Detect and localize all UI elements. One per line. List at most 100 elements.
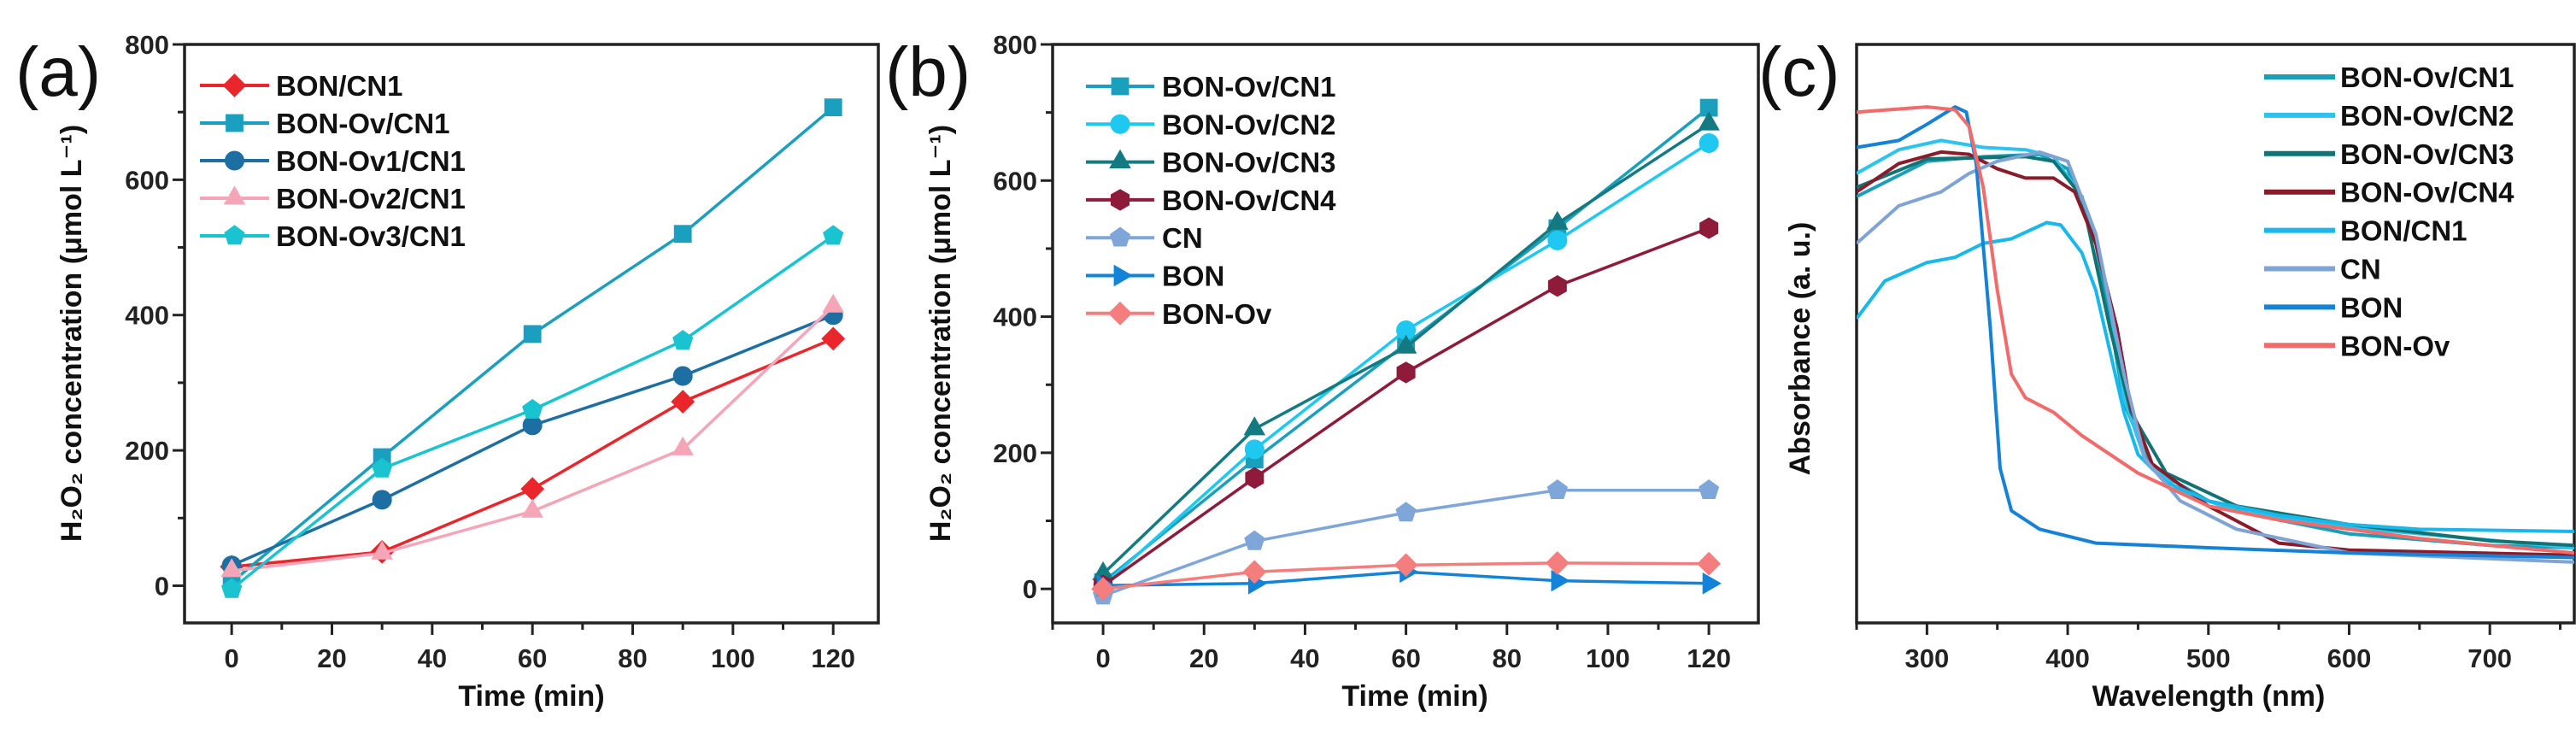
y-axis-title: H₂O₂ concentration (μmol L⁻¹) bbox=[924, 125, 957, 542]
data-point bbox=[1245, 467, 1265, 490]
y-axis-title: Absorbance (a. u.) bbox=[1784, 222, 1816, 476]
data-point bbox=[1243, 416, 1266, 436]
legend-marker bbox=[225, 150, 244, 171]
x-tick-label: 40 bbox=[418, 643, 447, 673]
legend-marker bbox=[222, 73, 247, 97]
legend-item: BON bbox=[2264, 291, 2403, 323]
data-point bbox=[672, 366, 693, 386]
data-point bbox=[673, 225, 692, 244]
legend-item: BON bbox=[1086, 261, 1224, 292]
x-tick-label: 20 bbox=[317, 643, 346, 673]
y-axis-title: H₂O₂ concentration (μmol L⁻¹) bbox=[56, 125, 88, 542]
plot-area bbox=[1857, 105, 2574, 564]
series-cn bbox=[1857, 150, 2574, 564]
data-point bbox=[1699, 132, 1719, 153]
legend-label: BON-Ov/CN1 bbox=[1162, 71, 1336, 103]
series-line bbox=[1857, 150, 2574, 564]
series-bon-cn1 bbox=[220, 326, 846, 579]
data-point bbox=[1699, 217, 1719, 239]
data-point bbox=[824, 98, 842, 117]
x-tick-label: 60 bbox=[1391, 643, 1420, 673]
series-line bbox=[231, 314, 834, 567]
data-point bbox=[372, 457, 393, 478]
legend-marker bbox=[224, 225, 245, 245]
series-line bbox=[1857, 150, 2574, 557]
x-tick-label: 0 bbox=[225, 643, 239, 673]
legend-item: BON/CN1 bbox=[2264, 215, 2467, 247]
series-bon-ov bbox=[1091, 550, 1722, 602]
legend-item: BON-Ov bbox=[1086, 298, 1272, 330]
y-tick-label: 200 bbox=[125, 436, 169, 466]
y-tick-label: 600 bbox=[125, 165, 169, 195]
data-point bbox=[1242, 560, 1267, 584]
y-tick-label: 400 bbox=[993, 302, 1037, 332]
legend-label: BON/CN1 bbox=[276, 70, 403, 102]
data-point bbox=[672, 436, 694, 455]
data-point bbox=[522, 415, 543, 436]
legend-label: BON-Ov/CN2 bbox=[1162, 109, 1336, 140]
legend-marker bbox=[1111, 77, 1130, 96]
legend-marker bbox=[226, 114, 244, 132]
x-tick-label: 0 bbox=[1095, 643, 1110, 673]
series-line bbox=[1857, 105, 2574, 560]
x-tick-label: 40 bbox=[1290, 643, 1319, 673]
legend-item: BON/CN1 bbox=[200, 70, 403, 102]
legend-label: BON-Ov/CN3 bbox=[1162, 147, 1336, 179]
data-point bbox=[1394, 553, 1418, 578]
data-point bbox=[821, 326, 846, 351]
series-bon-ov-cn3 bbox=[1092, 111, 1720, 580]
x-tick-label: 80 bbox=[618, 643, 647, 673]
legend-label: BON-Ov bbox=[2340, 330, 2450, 361]
data-point bbox=[372, 490, 392, 510]
panel-a: 0 20 40 60 80 100 120 0 200 400 600 800 Time (min) H₂… bbox=[15, 30, 880, 713]
series-bon-cn1 bbox=[1857, 220, 2574, 534]
legend-label: BON-Ov2/CN1 bbox=[276, 183, 466, 214]
series-bon-ov-cn1 bbox=[1857, 152, 2574, 549]
series-line bbox=[1857, 105, 2574, 555]
legend-item: BON-Ov/CN3 bbox=[1086, 147, 1336, 179]
legend-label: BON-Ov/CN2 bbox=[2340, 100, 2514, 132]
legend-marker bbox=[1110, 114, 1130, 134]
legend-item: BON-Ov3/CN1 bbox=[200, 220, 466, 252]
legend-marker bbox=[223, 185, 246, 205]
data-point bbox=[1697, 551, 1722, 576]
legend-label: CN bbox=[2340, 254, 2381, 285]
legend-label: BON/CN1 bbox=[2340, 215, 2467, 247]
legend-marker bbox=[1109, 149, 1131, 168]
series-bon-ov2-cn1 bbox=[220, 293, 844, 578]
legend-marker bbox=[1111, 189, 1130, 211]
x-tick-label: 400 bbox=[2045, 643, 2090, 673]
series-line bbox=[1857, 220, 2574, 534]
x-tick-label: 80 bbox=[1493, 643, 1522, 673]
series-bon-ov1-cn1 bbox=[221, 305, 843, 576]
legend-label: BON-Ov/CN1 bbox=[276, 108, 450, 139]
x-tick-label: 60 bbox=[518, 643, 547, 673]
legend-marker bbox=[1109, 226, 1131, 247]
legend-item: CN bbox=[2264, 254, 2381, 285]
series-bon-ov-cn4 bbox=[1857, 150, 2574, 557]
legend-marker bbox=[1113, 264, 1133, 287]
panel-c: 300 400 500 600 700 Wavelength (nm) Absorbance… bbox=[1758, 33, 2576, 713]
data-point bbox=[1394, 334, 1417, 354]
axes-frame bbox=[1855, 43, 2576, 625]
legend-label: BON-Ov/CN4 bbox=[1162, 185, 1336, 216]
legend-item: BON-Ov bbox=[2264, 330, 2450, 361]
legend-item: BON-Ov/CN3 bbox=[2264, 138, 2514, 170]
data-point bbox=[1699, 479, 1720, 499]
x-tick-label: 120 bbox=[1687, 643, 1731, 673]
data-point bbox=[523, 325, 542, 344]
data-point bbox=[823, 225, 844, 245]
x-tick-label: 100 bbox=[1586, 643, 1630, 673]
series-bon-ov-cn4 bbox=[1094, 217, 1719, 596]
legend-item: BON-Ov2/CN1 bbox=[200, 183, 466, 214]
y-tick-label: 800 bbox=[125, 30, 169, 60]
x-tick-label: 120 bbox=[811, 643, 855, 673]
legend-item: BON-Ov/CN2 bbox=[1086, 109, 1336, 140]
data-point bbox=[672, 330, 694, 350]
series-bon-ov3-cn1 bbox=[221, 225, 844, 598]
y-tick-label: 0 bbox=[155, 571, 169, 601]
data-point bbox=[1244, 439, 1265, 460]
x-tick-label: 20 bbox=[1189, 643, 1218, 673]
x-axis-title: Time (min) bbox=[458, 680, 604, 713]
y-tick-label: 0 bbox=[1023, 574, 1037, 604]
